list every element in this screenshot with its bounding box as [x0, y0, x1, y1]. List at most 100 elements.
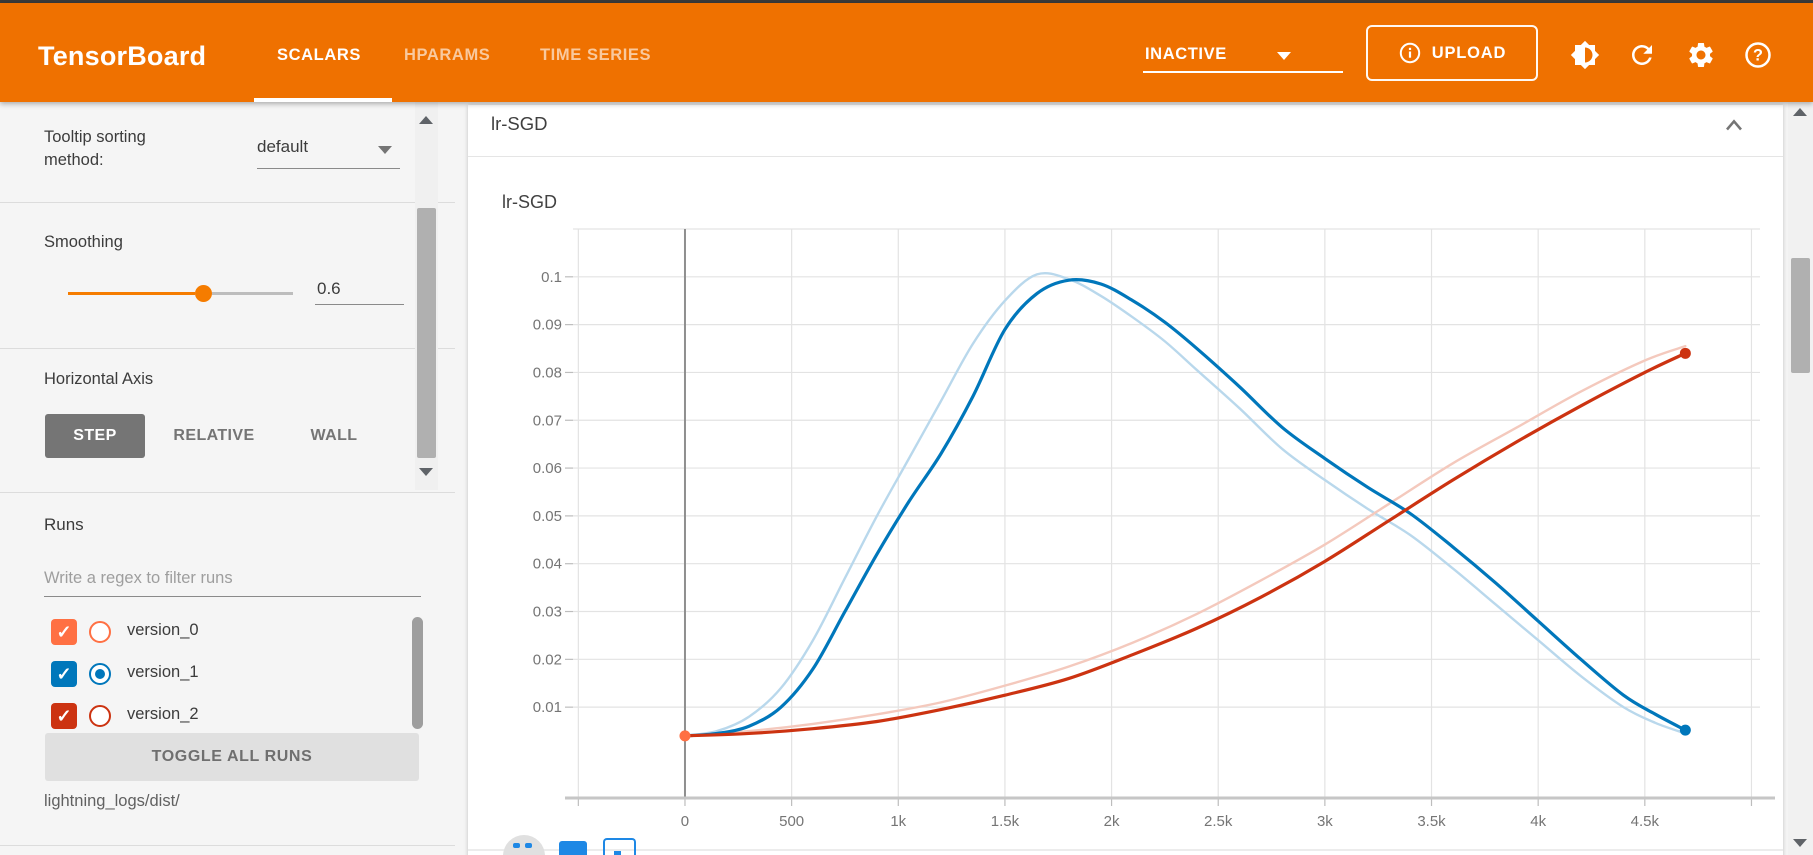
refresh-icon[interactable]	[1627, 40, 1657, 70]
axis-option-step[interactable]: STEP	[45, 414, 145, 458]
toggle-all-runs-button[interactable]: TOGGLE ALL RUNS	[45, 733, 419, 781]
y-tick-label: 0.07	[533, 412, 562, 429]
fullscreen-card-icon[interactable]	[603, 838, 636, 855]
run-row-version_0[interactable]: ✓ version_0	[51, 612, 411, 652]
scroll-down-arrow-icon[interactable]	[419, 468, 433, 476]
series-version_2-unsmoothed	[683, 344, 1687, 738]
run-label: version_2	[127, 705, 199, 723]
y-tick-label: 0.09	[533, 317, 562, 334]
slider-track-empty	[211, 292, 293, 295]
svg-text:?: ?	[1753, 47, 1763, 65]
runs-label: Runs	[44, 515, 84, 534]
window-top-edge	[0, 0, 1813, 3]
run-status-value: INACTIVE	[1145, 45, 1227, 63]
upload-button[interactable]: UPLOAD	[1366, 25, 1538, 81]
settings-scrollbar-thumb[interactable]	[417, 208, 436, 458]
dropdown-underline	[1143, 71, 1343, 73]
divider	[0, 202, 455, 203]
axis-option-relative[interactable]: RELATIVE	[173, 427, 255, 444]
active-tab-underline	[254, 98, 392, 102]
log-directory-path: lightning_logs/dist/	[44, 792, 180, 810]
marker-version_0-point	[679, 730, 691, 742]
scroll-down-arrow-icon[interactable]	[1793, 839, 1807, 847]
run-radio[interactable]	[89, 663, 111, 685]
lr-sgd-chart[interactable]: 0.01 0.02 0.03 0.04 0.05 0.06 0.07 0.08 0.09 0.1 0…	[468, 105, 1813, 855]
pin-icon	[513, 843, 520, 848]
card-header-divider	[468, 156, 1783, 157]
tab-scalars[interactable]: SCALARS	[277, 46, 361, 64]
tooltip-sorting-value: default	[257, 137, 309, 156]
pin-icon	[525, 843, 532, 848]
run-status-dropdown[interactable]: INACTIVE	[1143, 33, 1343, 73]
series-version_2	[683, 351, 1687, 738]
run-row-version_1[interactable]: ✓ version_1	[51, 654, 411, 694]
divider	[0, 348, 455, 349]
run-row-version_2[interactable]: ✓ version_2	[51, 696, 411, 736]
runs-filter-input[interactable]	[44, 560, 421, 597]
scroll-up-arrow-icon[interactable]	[1793, 108, 1807, 116]
run-label: version_1	[127, 663, 199, 681]
runs-list-scrollbar-thumb[interactable]	[412, 617, 423, 729]
run-checkbox[interactable]: ✓	[51, 661, 77, 687]
x-tick-label: 4.5k	[1631, 813, 1660, 830]
chevron-down-icon	[1277, 52, 1291, 60]
x-tick-label: 3k	[1317, 813, 1333, 830]
app-header: TensorBoard SCALARS HPARAMS TIME SERIES IN…	[0, 3, 1813, 102]
settings-icon[interactable]	[1686, 40, 1716, 70]
chevron-down-icon	[378, 146, 392, 154]
series-version_1	[683, 278, 1687, 738]
fullscreen-icon-mark	[614, 851, 621, 855]
select-underline	[257, 168, 400, 169]
upload-button-label: UPLOAD	[1431, 43, 1507, 62]
y-tick-label: 0.05	[533, 508, 562, 525]
tooltip-sorting-select[interactable]: default	[257, 133, 400, 169]
smoothing-label: Smoothing	[44, 233, 123, 251]
run-label: version_0	[127, 621, 199, 639]
y-tick-label: 0.1	[541, 269, 562, 286]
help-icon[interactable]: ?	[1743, 40, 1773, 70]
run-checkbox[interactable]: ✓	[51, 703, 77, 729]
divider	[0, 845, 455, 846]
tab-time-series[interactable]: TIME SERIES	[540, 46, 652, 64]
scroll-up-arrow-icon[interactable]	[419, 116, 433, 124]
x-tick-label: 1k	[890, 813, 906, 830]
x-tick-label: 0	[681, 813, 689, 830]
card-footer-divider	[468, 849, 1783, 851]
radio-dot	[94, 668, 105, 679]
x-tick-label: 1.5k	[991, 813, 1020, 830]
series-version_1-unsmoothed	[683, 271, 1687, 738]
pin-card-button[interactable]	[503, 835, 545, 855]
slider-thumb[interactable]	[194, 285, 212, 302]
x-tick-label: 2k	[1104, 813, 1120, 830]
smoothing-value-input[interactable]	[315, 274, 404, 305]
info-icon	[1399, 42, 1420, 64]
x-tick-label: 3.5k	[1417, 813, 1446, 830]
x-tick-label: 4k	[1530, 813, 1546, 830]
y-tick-label: 0.03	[533, 604, 562, 621]
y-tick-label: 0.02	[533, 651, 562, 668]
y-tick-label: 0.04	[533, 556, 562, 573]
run-checkbox[interactable]: ✓	[51, 619, 77, 645]
run-radio[interactable]	[89, 705, 111, 727]
collapse-card-icon[interactable]	[1720, 112, 1748, 140]
chart-title: lr-SGD	[502, 192, 557, 212]
slider-track-filled	[68, 292, 195, 295]
page-scrollbar-thumb[interactable]	[1791, 258, 1810, 373]
marker-version_2-end-point	[1679, 347, 1691, 359]
smoothing-slider[interactable]	[68, 283, 293, 303]
card-title: lr-SGD	[491, 113, 548, 134]
run-radio[interactable]	[89, 621, 111, 643]
tab-hparams[interactable]: HPARAMS	[404, 46, 491, 64]
y-tick-label: 0.01	[533, 699, 562, 716]
horizontal-axis-label: Horizontal Axis	[44, 370, 154, 388]
page-scrollbar-track[interactable]	[1788, 102, 1813, 855]
marker-version_1-end-point	[1679, 724, 1691, 736]
tooltip-sorting-label: Tooltip sorting method:	[44, 128, 146, 169]
expand-card-icon[interactable]	[559, 841, 587, 855]
y-tick-label: 0.06	[533, 460, 562, 477]
x-tick-label: 2.5k	[1204, 813, 1233, 830]
axis-option-wall[interactable]: WALL	[310, 427, 358, 444]
brightness-icon[interactable]	[1570, 40, 1600, 70]
app-title: TensorBoard	[38, 41, 207, 71]
